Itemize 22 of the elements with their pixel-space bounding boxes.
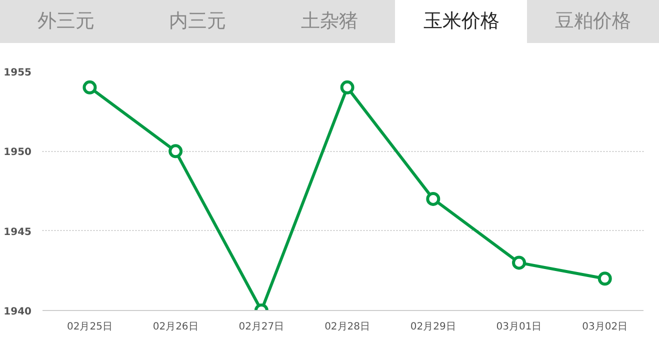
text: 内三元 (132, 0, 264, 43)
y-tick-label: 1940 (4, 306, 32, 318)
point (426, 192, 440, 206)
x-tick-label: 02月25日 (66, 322, 112, 332)
text: 玉米价格 (395, 0, 528, 43)
y-tick-label: 1945 (4, 226, 32, 238)
text: 外三元 (0, 0, 132, 43)
x-tick-label: 02月28日 (324, 322, 370, 332)
y-tick-label: 1950 (4, 147, 32, 158)
point (512, 256, 526, 270)
x-tick-label: 03月01日 (496, 322, 542, 332)
y-tick-label: 1955 (4, 68, 32, 78)
x-tick-label: 02月27日 (238, 322, 284, 332)
x-tick-label: 02月29日 (410, 322, 456, 332)
x-tick-label: 03月02日 (582, 322, 628, 332)
point (598, 272, 612, 286)
x-tick-label: 02月26日 (152, 322, 198, 332)
point (168, 144, 183, 158)
point (82, 80, 97, 94)
text: 土杂猪 (264, 0, 396, 43)
text: 豆粕价格 (527, 0, 659, 43)
point (340, 80, 354, 94)
